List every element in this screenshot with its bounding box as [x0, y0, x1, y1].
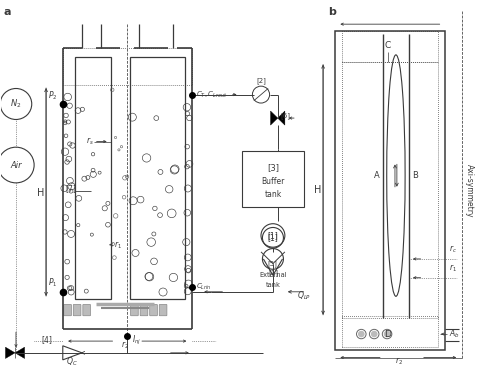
- Text: [1]: [1]: [268, 233, 278, 242]
- Text: [6]: [6]: [280, 112, 290, 119]
- FancyBboxPatch shape: [73, 305, 81, 316]
- Text: b: b: [328, 7, 336, 17]
- Polygon shape: [5, 347, 15, 359]
- Polygon shape: [271, 111, 278, 125]
- Bar: [335, 31, 445, 351]
- Bar: [342, 62, 438, 317]
- Text: $r_1$: $r_1$: [449, 262, 456, 274]
- Text: $N_2$: $N_2$: [10, 98, 22, 110]
- Text: [3]: [3]: [267, 163, 279, 172]
- Text: $P_1$: $P_1$: [47, 277, 57, 290]
- Text: D: D: [384, 329, 391, 339]
- Text: H: H: [36, 188, 44, 198]
- FancyBboxPatch shape: [140, 305, 148, 316]
- FancyBboxPatch shape: [159, 305, 167, 316]
- Text: External: External: [259, 272, 287, 278]
- Bar: [342, 316, 438, 347]
- Text: $C_T, C_{Lrout}$: $C_T, C_{Lrout}$: [195, 89, 227, 100]
- FancyBboxPatch shape: [83, 305, 91, 316]
- Text: [7]: [7]: [65, 184, 76, 193]
- Polygon shape: [15, 347, 24, 359]
- Text: a: a: [3, 7, 11, 17]
- Text: Axi-symmetry: Axi-symmetry: [465, 164, 474, 218]
- Text: $r_2$: $r_2$: [396, 356, 403, 367]
- Text: [5]: [5]: [267, 260, 277, 267]
- Text: $I_{nj}$: $I_{nj}$: [132, 334, 141, 347]
- Text: $r_c$: $r_c$: [449, 244, 456, 255]
- Text: [1]: [1]: [268, 231, 278, 240]
- Bar: [342, 31, 438, 62]
- Bar: [130, 57, 184, 299]
- FancyBboxPatch shape: [64, 305, 71, 316]
- Text: H: H: [314, 185, 321, 195]
- Text: tank: tank: [265, 282, 280, 288]
- Text: $r_s$: $r_s$: [86, 136, 93, 147]
- Circle shape: [358, 331, 365, 337]
- Text: $Q_{LP}$: $Q_{LP}$: [297, 290, 311, 302]
- Text: [4]: [4]: [41, 336, 52, 345]
- Text: [1]: [1]: [268, 270, 278, 276]
- Text: Buffer: Buffer: [261, 177, 285, 186]
- Bar: [75, 57, 111, 299]
- Text: [2]: [2]: [256, 78, 266, 84]
- FancyBboxPatch shape: [150, 305, 157, 316]
- Circle shape: [371, 331, 377, 337]
- Text: $C_{Lrin}$: $C_{Lrin}$: [195, 282, 211, 292]
- Circle shape: [384, 331, 390, 337]
- Bar: [242, 151, 304, 207]
- Text: $P_2$: $P_2$: [47, 89, 57, 102]
- Text: $r_1$: $r_1$: [114, 239, 122, 251]
- Text: B: B: [412, 171, 418, 180]
- FancyBboxPatch shape: [131, 305, 138, 316]
- Polygon shape: [278, 111, 285, 125]
- Bar: [63, 48, 192, 85]
- Text: $A_b$: $A_b$: [449, 328, 459, 340]
- Text: C: C: [385, 41, 391, 50]
- Text: A: A: [374, 171, 380, 180]
- Text: Air: Air: [10, 161, 22, 170]
- Text: tank: tank: [264, 190, 282, 199]
- Text: $r_2$: $r_2$: [121, 339, 129, 351]
- Text: $Q_C$: $Q_C$: [67, 356, 78, 368]
